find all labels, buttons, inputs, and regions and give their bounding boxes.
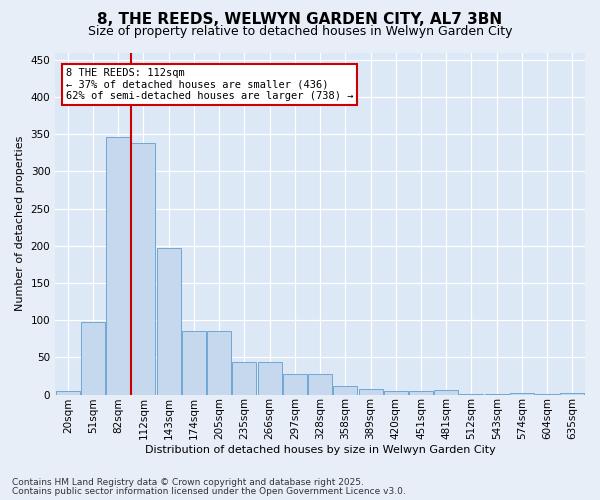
Bar: [81, 322, 105, 394]
Bar: [106, 136, 130, 394]
Y-axis label: Number of detached properties: Number of detached properties: [15, 136, 25, 311]
Bar: [384, 391, 408, 394]
Text: Size of property relative to detached houses in Welwyn Garden City: Size of property relative to detached ho…: [88, 25, 512, 38]
Text: 8, THE REEDS, WELWYN GARDEN CITY, AL7 3BN: 8, THE REEDS, WELWYN GARDEN CITY, AL7 3B…: [97, 12, 503, 28]
Bar: [308, 374, 332, 394]
Bar: [56, 391, 80, 394]
Bar: [182, 332, 206, 394]
Bar: [157, 248, 181, 394]
Bar: [560, 393, 584, 394]
Bar: [207, 332, 231, 394]
Bar: [434, 390, 458, 394]
Bar: [334, 386, 357, 394]
Text: Contains public sector information licensed under the Open Government Licence v3: Contains public sector information licen…: [12, 487, 406, 496]
Bar: [359, 388, 383, 394]
Bar: [283, 374, 307, 394]
Text: 8 THE REEDS: 112sqm
← 37% of detached houses are smaller (436)
62% of semi-detac: 8 THE REEDS: 112sqm ← 37% of detached ho…: [66, 68, 353, 101]
Bar: [131, 143, 155, 395]
X-axis label: Distribution of detached houses by size in Welwyn Garden City: Distribution of detached houses by size …: [145, 445, 496, 455]
Bar: [257, 362, 281, 394]
Bar: [232, 362, 256, 394]
Bar: [510, 393, 534, 394]
Text: Contains HM Land Registry data © Crown copyright and database right 2025.: Contains HM Land Registry data © Crown c…: [12, 478, 364, 487]
Bar: [409, 391, 433, 394]
